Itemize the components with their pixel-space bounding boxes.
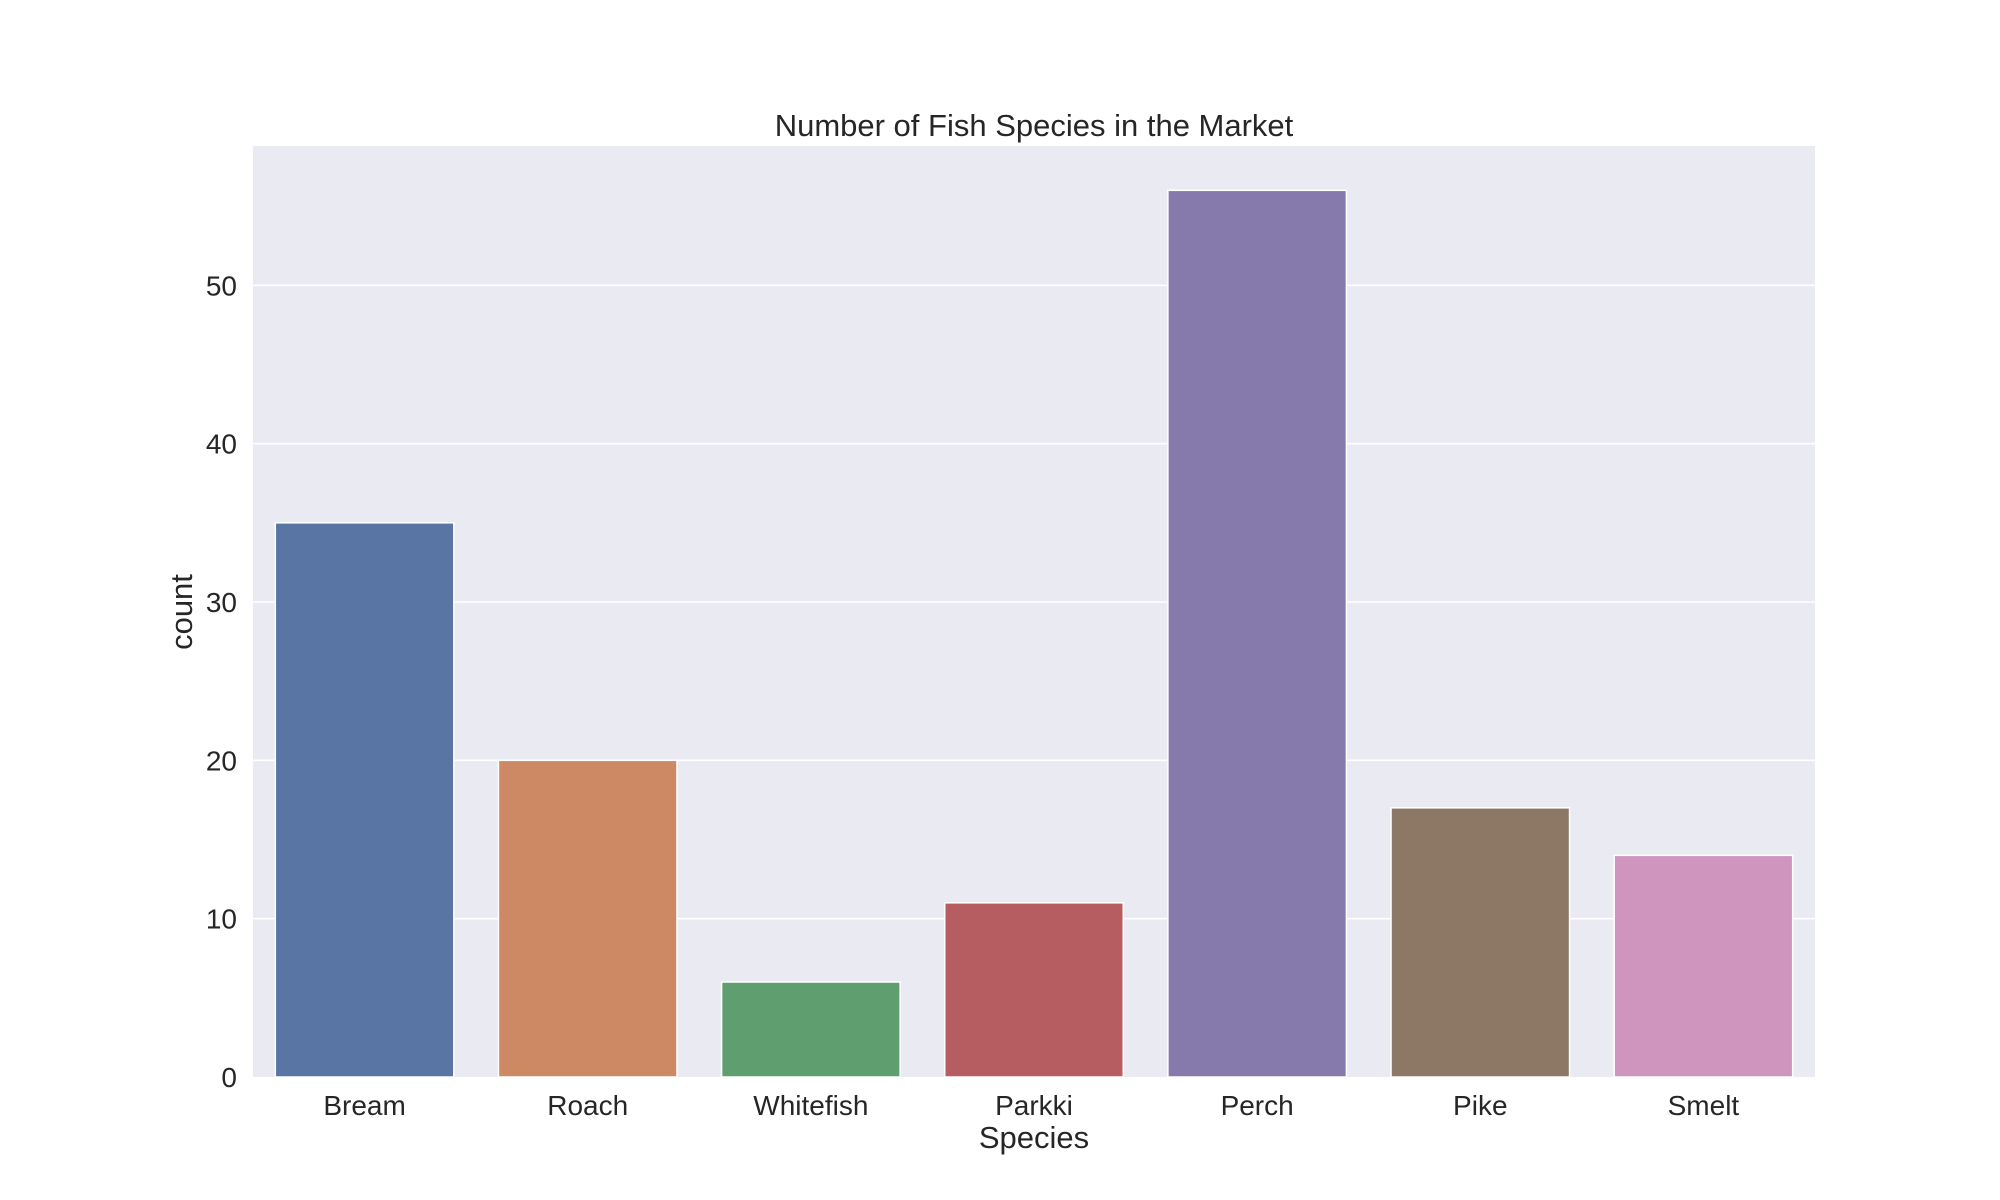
y-tick-label: 50 <box>206 270 237 301</box>
bar-pike <box>1390 807 1571 1078</box>
bar-parkki <box>943 902 1125 1078</box>
y-tick-label: 30 <box>206 587 237 618</box>
bar-bream <box>274 522 455 1078</box>
y-tick-label: 0 <box>221 1062 237 1093</box>
y-tick-labels: 0 10 20 30 40 50 <box>206 270 237 1093</box>
chart-title: Number of Fish Species in the Market <box>775 108 1294 143</box>
y-tick-label: 20 <box>206 745 237 776</box>
bar-roach <box>497 759 678 1078</box>
x-tick-label: Whitefish <box>753 1090 868 1121</box>
y-tick-label: 40 <box>206 429 237 460</box>
x-tick-label: Smelt <box>1668 1090 1740 1121</box>
y-axis-label: count <box>164 574 199 650</box>
x-tick-label: Roach <box>547 1090 628 1121</box>
x-axis-label: Species <box>979 1120 1089 1155</box>
x-tick-label: Bream <box>323 1090 405 1121</box>
bar-perch <box>1167 189 1348 1078</box>
bar-whitefish <box>720 981 901 1078</box>
bars <box>274 189 1794 1078</box>
x-tick-label: Parkki <box>995 1090 1073 1121</box>
x-tick-label: Perch <box>1221 1090 1294 1121</box>
y-tick-label: 10 <box>206 904 237 935</box>
bar-smelt <box>1613 854 1794 1078</box>
x-tick-label: Pike <box>1453 1090 1507 1121</box>
x-tick-labels: Bream Roach Whitefish Parkki Perch Pike Smelt <box>323 1090 1739 1121</box>
